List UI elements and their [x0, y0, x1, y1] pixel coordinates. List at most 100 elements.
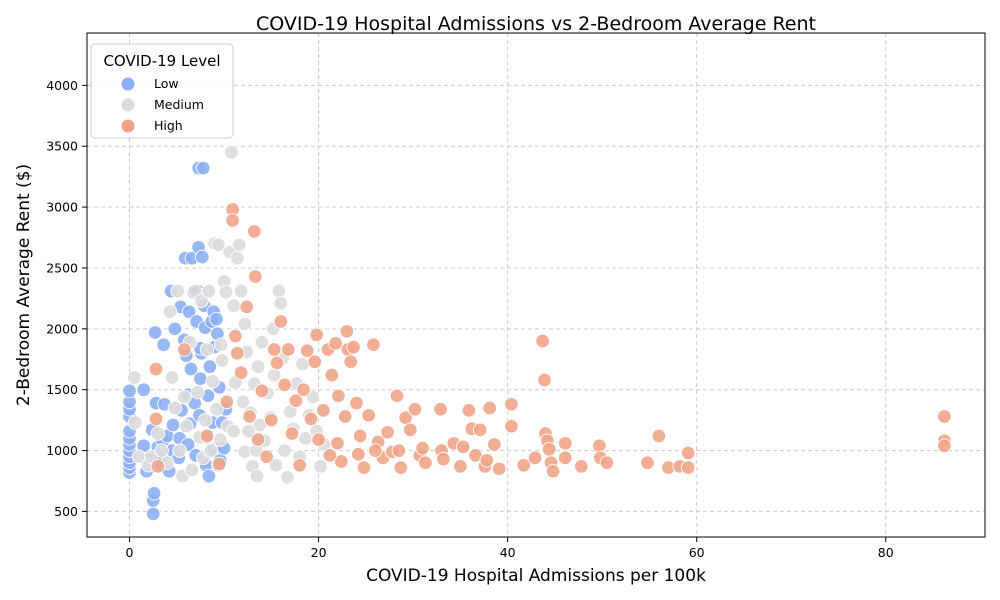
data-point-low	[196, 160, 211, 176]
y-tick-label: 2000	[46, 321, 78, 336]
legend-marker-medium	[121, 98, 135, 112]
y-tick-label: 1500	[46, 382, 78, 397]
data-point-high	[599, 455, 615, 470]
data-point-high	[937, 409, 952, 424]
data-point-high	[273, 314, 289, 329]
data-point-high	[230, 345, 245, 361]
data-point-high	[330, 436, 345, 451]
data-point-medium	[209, 401, 224, 417]
data-point-high	[937, 438, 952, 453]
x-axis-label: COVID-19 Hospital Admissions per 100k	[366, 566, 706, 586]
data-point-medium	[177, 389, 192, 405]
data-point-low	[122, 383, 137, 399]
data-point-high	[455, 439, 471, 455]
legend-marker-low	[121, 77, 135, 91]
data-point-medium	[170, 283, 185, 299]
data-point-high	[504, 397, 519, 412]
data-point-medium	[214, 353, 230, 368]
data-point-medium	[230, 250, 245, 266]
data-point-high	[316, 403, 331, 418]
data-point-low	[136, 382, 151, 397]
data-point-medium	[205, 373, 220, 389]
data-point-medium	[231, 237, 247, 253]
data-point-medium	[172, 443, 187, 458]
data-point-medium	[235, 394, 251, 410]
data-point-high	[247, 224, 262, 239]
data-point-high	[453, 459, 468, 474]
data-point-high	[346, 339, 361, 355]
data-point-high	[281, 342, 296, 357]
data-point-medium	[277, 443, 292, 458]
x-tick-label: 40	[500, 545, 516, 560]
data-point-high	[415, 440, 430, 456]
data-point-high	[322, 448, 338, 463]
data-point-high	[219, 394, 235, 410]
data-point-high	[592, 438, 607, 453]
data-point-low	[209, 311, 224, 327]
data-point-medium	[268, 457, 284, 473]
data-point-high	[148, 361, 164, 377]
data-point-high	[311, 432, 326, 447]
data-point-medium	[250, 359, 266, 374]
legend-label-low: Low	[154, 76, 179, 91]
data-point-high	[680, 445, 696, 461]
legend-marker-high	[121, 119, 135, 133]
data-point-high	[284, 426, 300, 441]
data-point-high	[361, 408, 376, 423]
data-point-medium	[218, 285, 234, 300]
data-point-high	[150, 459, 166, 474]
data-point-high	[212, 456, 227, 472]
data-point-medium	[213, 432, 228, 447]
chart-title: COVID-19 Hospital Admissions vs 2-Bedroo…	[256, 13, 816, 35]
data-point-high	[296, 382, 311, 397]
data-point-low	[165, 417, 181, 433]
x-tick-label: 80	[878, 545, 894, 560]
data-point-high	[324, 367, 340, 383]
data-point-high	[225, 213, 240, 228]
data-point-high	[558, 450, 573, 466]
legend-label-medium: Medium	[154, 97, 204, 112]
data-point-medium	[199, 342, 215, 357]
data-point-high	[248, 269, 263, 284]
data-point-high	[299, 343, 315, 358]
data-point-high	[177, 342, 192, 357]
data-point-high	[264, 412, 279, 428]
data-point-high	[389, 388, 405, 404]
data-point-high	[331, 388, 346, 404]
data-point-low	[156, 337, 171, 352]
data-point-high	[259, 449, 274, 464]
data-point-low	[145, 506, 161, 522]
data-point-low	[181, 304, 197, 320]
data-point-medium	[254, 334, 270, 350]
data-point-medium	[197, 412, 213, 428]
data-point-medium	[164, 370, 180, 385]
data-point-high	[651, 428, 667, 444]
y-tick-label: 3000	[46, 200, 78, 215]
data-point-high	[558, 436, 573, 451]
x-tick-label: 60	[689, 545, 705, 560]
data-point-low	[146, 485, 162, 501]
data-point-high	[436, 451, 451, 467]
data-point-high	[366, 337, 381, 352]
series-high	[148, 202, 952, 479]
data-point-high	[349, 395, 364, 411]
data-point-high	[574, 459, 589, 474]
data-point-high	[393, 460, 409, 475]
data-point-high	[380, 425, 395, 440]
data-point-medium	[179, 418, 194, 434]
data-point-high	[352, 428, 368, 444]
data-point-medium	[127, 415, 143, 430]
y-axis-label: 2-Bedroom Average Rent ($)	[14, 164, 34, 406]
data-point-medium	[313, 459, 328, 474]
data-point-medium	[194, 293, 209, 309]
data-point-medium	[273, 296, 289, 311]
data-point-medium	[280, 470, 295, 485]
data-point-low	[201, 468, 217, 484]
data-point-low	[167, 321, 183, 337]
data-point-high	[339, 324, 355, 339]
data-point-high	[504, 418, 519, 434]
data-point-high	[292, 457, 307, 473]
data-point-high	[266, 342, 282, 357]
data-point-medium	[249, 468, 265, 484]
